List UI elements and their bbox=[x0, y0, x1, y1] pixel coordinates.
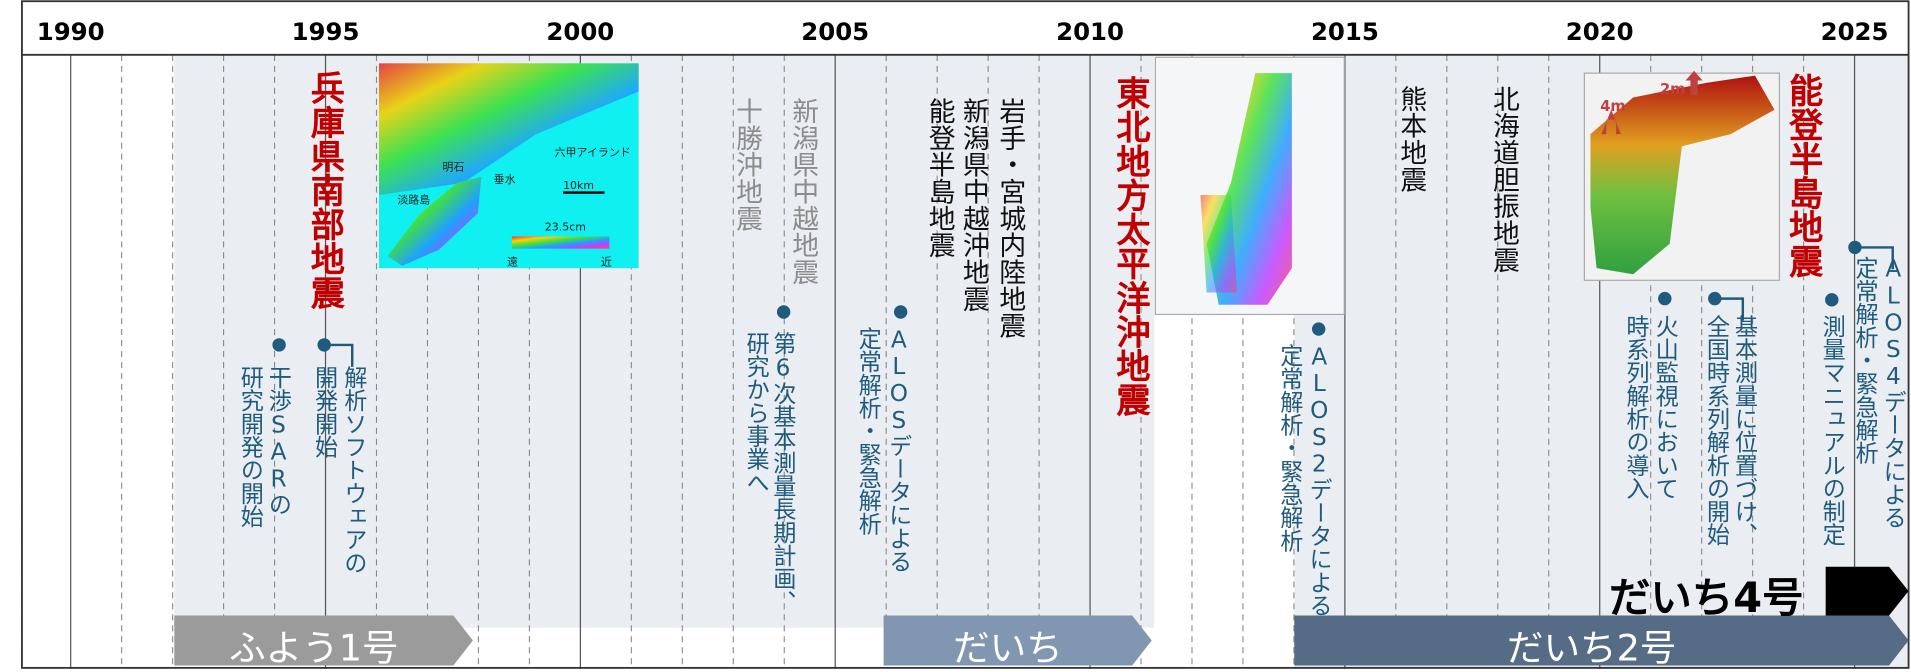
annotation-text: 定常解析・緊急解析 bbox=[1853, 256, 1876, 464]
year-label: 2020 bbox=[1566, 17, 1634, 46]
annotation-dot bbox=[272, 338, 285, 351]
timeline: 1990 1995 2000 2005 2010 2015 2020 2025 兵庫県南部地震 十… bbox=[0, 0, 1911, 669]
image-label: 近 bbox=[601, 254, 612, 270]
annotation-text: 干渉SARの bbox=[266, 366, 289, 516]
satellite-label: だいち4号 bbox=[1609, 564, 1804, 624]
annotation-text: 研究から事業へ bbox=[744, 332, 767, 494]
year-label: 2010 bbox=[1056, 17, 1124, 46]
annotation-text: 定常解析・緊急解析 bbox=[1278, 344, 1301, 552]
event-label: 能登半島地震 bbox=[925, 98, 952, 259]
satellite-label: だいち2号 bbox=[1507, 618, 1677, 672]
year-label: 2025 bbox=[1821, 17, 1889, 46]
annotation-text: 第6次基本測量長期計画、 bbox=[771, 332, 794, 614]
event-label: 東北地方太平洋沖地震 bbox=[1114, 76, 1148, 417]
annotation-dot bbox=[1312, 322, 1325, 335]
annotation-text: 研究開発の開始 bbox=[238, 366, 261, 528]
annotation-dot bbox=[1825, 293, 1838, 306]
image-label: 明石 bbox=[442, 158, 464, 174]
annotation-text: 時系列解析の導入 bbox=[1624, 314, 1647, 499]
annotation-text: 基本測量に位置づけ、 bbox=[1732, 314, 1755, 546]
annotation-text: ALOS4データによる bbox=[1881, 256, 1904, 529]
annotation-text: 解析ソフトウェアの bbox=[342, 366, 365, 574]
image-label: 遠 bbox=[507, 254, 518, 270]
annotation-dot bbox=[894, 305, 907, 318]
image-label: 23.5cm bbox=[545, 222, 586, 234]
image-label: 六甲アイランド bbox=[555, 144, 631, 160]
event-label: 十勝沖地震 bbox=[732, 98, 759, 232]
year-label: 2015 bbox=[1311, 17, 1379, 46]
satellite-label: ふよう1号 bbox=[229, 618, 399, 672]
image-label: 4m bbox=[1600, 98, 1625, 115]
annotation-text: 定常解析・緊急解析 bbox=[856, 327, 879, 535]
image-tohoku bbox=[1155, 57, 1344, 314]
event-label: 岩手・宮城内陸地震 bbox=[996, 98, 1023, 339]
year-label: 2005 bbox=[801, 17, 869, 46]
event-label: 能登半島地震 bbox=[1787, 73, 1821, 278]
image-label: 10km bbox=[563, 180, 594, 192]
event-label: 新潟県中越地震 bbox=[789, 98, 816, 286]
annotation-text: 開発開始 bbox=[313, 366, 336, 459]
annotation-dot bbox=[777, 305, 790, 318]
image-label: 淡路島 bbox=[397, 191, 430, 207]
event-label: 新潟県中越沖地震 bbox=[959, 98, 986, 313]
image-label: 2m bbox=[1660, 80, 1685, 97]
satellite-label: だいち bbox=[953, 618, 1063, 672]
year-label: 1995 bbox=[292, 17, 360, 46]
annotation-dot bbox=[1658, 292, 1671, 305]
year-label: 1990 bbox=[37, 17, 105, 46]
image-kobe bbox=[379, 63, 639, 268]
annotation-text: 全国時系列解析の開始 bbox=[1704, 314, 1727, 546]
image-label: 垂水 bbox=[494, 171, 516, 187]
event-label: 北海道胆振地震 bbox=[1489, 85, 1516, 273]
annotation-text: ALOS2データによる bbox=[1307, 344, 1330, 617]
annotation-text: ALOSデータによる bbox=[887, 327, 910, 573]
event-label: 兵庫県南部地震 bbox=[308, 71, 342, 310]
year-label: 2000 bbox=[546, 17, 614, 46]
annotation-text: 測量マニュアルの制定 bbox=[1820, 314, 1843, 546]
annotation-text: 火山監視において bbox=[1653, 314, 1676, 499]
event-label: 熊本地震 bbox=[1397, 85, 1424, 192]
